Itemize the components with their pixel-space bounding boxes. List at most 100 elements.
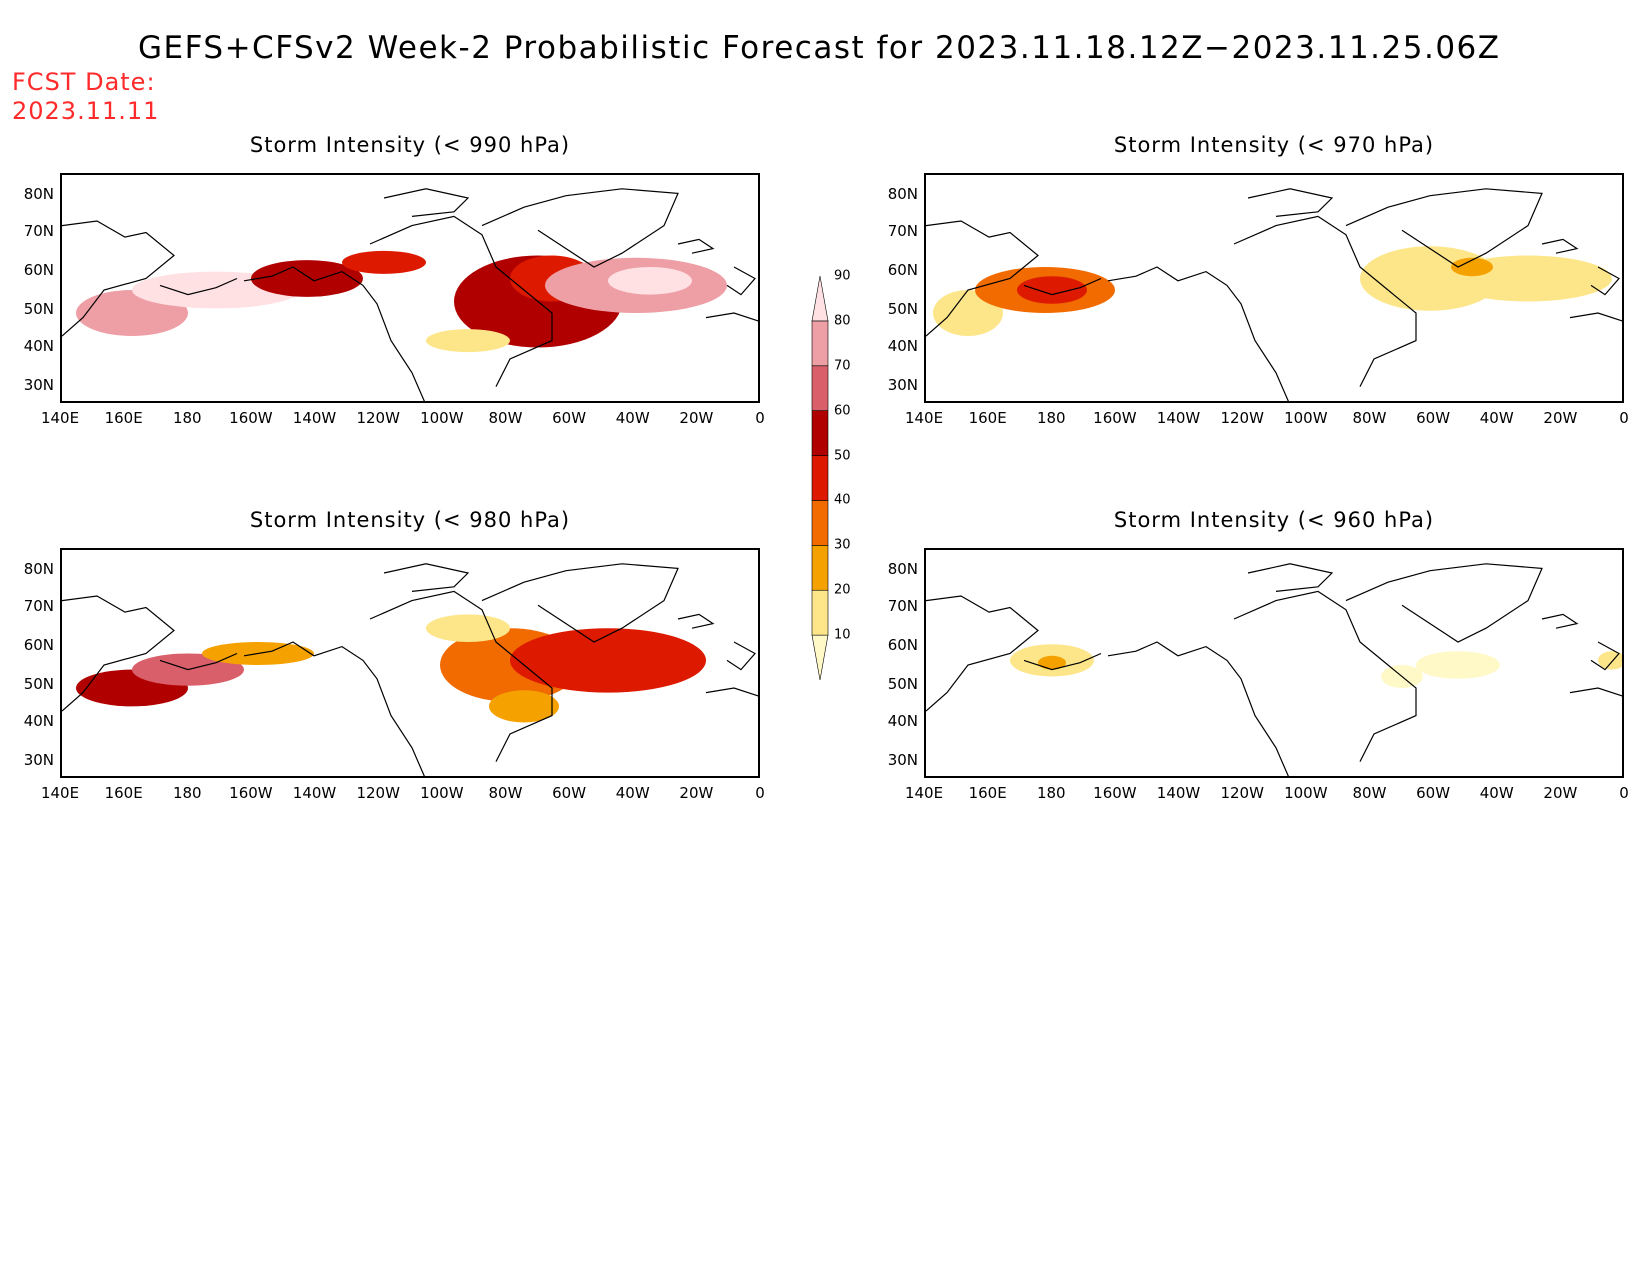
colorbar-segment bbox=[811, 500, 829, 546]
forecast-date-value: 2023.11.11 bbox=[12, 97, 160, 125]
coastline bbox=[705, 687, 758, 697]
colorbar-segment bbox=[811, 634, 829, 681]
coastline bbox=[1345, 563, 1543, 643]
coastline bbox=[926, 595, 1039, 712]
longitude-tick-label: 20W bbox=[679, 784, 714, 802]
longitude-tick-label: 160E bbox=[968, 409, 1007, 427]
longitude-tick-label: 140W bbox=[292, 784, 337, 802]
coastline bbox=[383, 563, 470, 592]
longitude-tick-label: 140E bbox=[40, 409, 80, 427]
latitude-tick-label: 80N bbox=[887, 184, 918, 203]
longitude-tick-label: 100W bbox=[1284, 409, 1328, 427]
longitude-tick-label: 120W bbox=[356, 784, 400, 802]
coastline bbox=[1569, 312, 1622, 322]
longitude-tick-label: 60W bbox=[1416, 409, 1451, 427]
longitude-tick-label: 100W bbox=[420, 784, 464, 802]
colorbar-segment bbox=[811, 410, 829, 456]
longitude-tick-label: 140W bbox=[1156, 784, 1201, 802]
longitude-tick-label: 0 bbox=[1619, 409, 1629, 427]
longitude-tick-label: 60W bbox=[552, 784, 587, 802]
panel-title: Storm Intensity (< 980 hPa) bbox=[249, 508, 571, 532]
coastline bbox=[705, 312, 758, 322]
longitude-tick-label: 120W bbox=[1220, 784, 1264, 802]
latitude-tick-label: 60N bbox=[23, 635, 54, 654]
colorbar-segment bbox=[811, 589, 829, 636]
longitude-tick-label: 160E bbox=[104, 409, 143, 427]
latitude-tick-label: 80N bbox=[23, 184, 54, 203]
coastline bbox=[1107, 641, 1289, 776]
colorbar-tick-label: 10 bbox=[834, 627, 851, 643]
colorbar-tick-label: 30 bbox=[834, 537, 851, 553]
latitude-tick-label: 30N bbox=[887, 375, 918, 394]
longitude-tick-label: 180 bbox=[172, 784, 202, 802]
colorbar-tick-label: 20 bbox=[834, 582, 851, 598]
longitude-tick-label: 180 bbox=[1036, 409, 1066, 427]
latitude-tick-label: 50N bbox=[23, 674, 54, 693]
probability-area bbox=[608, 267, 692, 295]
coastline bbox=[369, 590, 553, 762]
latitude-tick-label: 80N bbox=[23, 559, 54, 578]
storm-probability-map bbox=[60, 548, 760, 778]
probability-area bbox=[251, 260, 363, 297]
latitude-tick-label: 60N bbox=[23, 260, 54, 279]
longitude-tick-label: 20W bbox=[1543, 409, 1578, 427]
coastline bbox=[159, 277, 238, 296]
longitude-tick-label: 120W bbox=[1220, 409, 1264, 427]
coastline bbox=[243, 641, 425, 776]
probability-area bbox=[510, 628, 706, 693]
latitude-tick-label: 30N bbox=[23, 375, 54, 394]
longitude-tick-label: 140E bbox=[40, 784, 80, 802]
colorbar-tick-label: 50 bbox=[834, 448, 851, 464]
longitude-tick-label: 0 bbox=[1619, 784, 1629, 802]
longitude-tick-label: 20W bbox=[679, 409, 714, 427]
longitude-tick-label: 160W bbox=[229, 784, 273, 802]
longitude-tick-label: 40W bbox=[1479, 409, 1514, 427]
longitude-tick-label: 20W bbox=[1543, 784, 1578, 802]
colorbar-segment bbox=[811, 275, 829, 322]
coastline bbox=[62, 220, 175, 337]
probability-area bbox=[342, 250, 426, 274]
latitude-tick-label: 50N bbox=[887, 299, 918, 318]
coastline bbox=[1541, 238, 1579, 254]
latitude-tick-label: 40N bbox=[887, 336, 918, 355]
latitude-tick-label: 70N bbox=[23, 221, 54, 240]
probability-area bbox=[1038, 655, 1066, 670]
coastline bbox=[1247, 563, 1334, 592]
latitude-tick-label: 40N bbox=[887, 711, 918, 730]
longitude-tick-label: 100W bbox=[1284, 784, 1328, 802]
latitude-tick-label: 60N bbox=[887, 635, 918, 654]
colorbar-tick-label: 60 bbox=[834, 403, 851, 419]
latitude-tick-label: 30N bbox=[23, 750, 54, 769]
colorbar-tick-label: 40 bbox=[834, 492, 851, 508]
longitude-tick-label: 60W bbox=[1416, 784, 1451, 802]
longitude-tick-label: 160W bbox=[229, 409, 273, 427]
longitude-tick-label: 180 bbox=[1036, 784, 1066, 802]
longitude-tick-label: 120W bbox=[356, 409, 400, 427]
colorbar-segment bbox=[811, 365, 829, 411]
latitude-tick-label: 70N bbox=[23, 596, 54, 615]
coastline bbox=[726, 641, 756, 671]
colorbar-tick-label: 80 bbox=[834, 313, 851, 329]
panel-title: Storm Intensity (< 960 hPa) bbox=[1113, 508, 1435, 532]
longitude-tick-label: 40W bbox=[615, 784, 650, 802]
latitude-tick-label: 50N bbox=[23, 299, 54, 318]
main-title: GEFS+CFSv2 Week-2 Probabilistic Forecast… bbox=[138, 30, 1501, 66]
coastline bbox=[1590, 641, 1620, 671]
coastline bbox=[481, 188, 679, 268]
coastline bbox=[1569, 687, 1622, 697]
probability-area bbox=[1598, 651, 1622, 670]
longitude-tick-label: 0 bbox=[755, 784, 765, 802]
colorbar-segment bbox=[811, 455, 829, 501]
longitude-tick-label: 140W bbox=[292, 409, 337, 427]
longitude-tick-label: 80W bbox=[1352, 784, 1387, 802]
probability-area bbox=[489, 690, 559, 723]
coastline bbox=[926, 220, 1039, 337]
longitude-tick-label: 160E bbox=[968, 784, 1007, 802]
latitude-tick-label: 50N bbox=[887, 674, 918, 693]
coastline bbox=[1233, 215, 1417, 387]
storm-probability-map bbox=[924, 173, 1624, 403]
latitude-tick-label: 30N bbox=[887, 750, 918, 769]
longitude-tick-label: 160W bbox=[1093, 784, 1137, 802]
coastline bbox=[1023, 277, 1102, 296]
coastline bbox=[1023, 652, 1102, 671]
